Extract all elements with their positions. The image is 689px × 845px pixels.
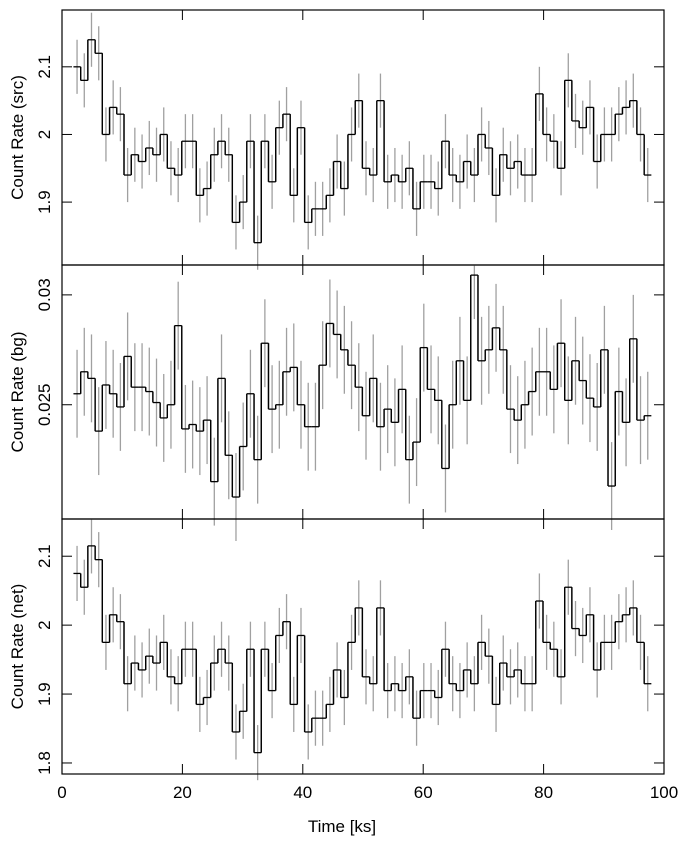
x-tick-label: 20 <box>173 783 192 802</box>
y-tick-label: 2 <box>35 130 54 139</box>
y-tick-label: 2.1 <box>35 55 54 79</box>
x-tick-label: 0 <box>57 783 66 802</box>
x-tick-label: 60 <box>414 783 433 802</box>
step-riser <box>81 546 652 753</box>
y-axis-label: Count Rate (net) <box>8 584 27 710</box>
y-tick-label: 0.03 <box>35 278 54 311</box>
y-tick-label: 1.9 <box>35 190 54 214</box>
x-tick-label: 40 <box>293 783 312 802</box>
y-axis-label: Count Rate (src) <box>8 75 27 200</box>
plot-frame <box>61 518 665 775</box>
y-axis-label: Count Rate (bg) <box>8 332 27 453</box>
y-tick-label: 2 <box>35 620 54 629</box>
x-tick-label: 100 <box>650 783 678 802</box>
y-tick-label: 2.1 <box>35 544 54 568</box>
y-tick-label: 0.025 <box>35 383 54 426</box>
y-tick-label: 1.8 <box>35 751 54 775</box>
x-axis-label: Time [ks] <box>308 817 376 836</box>
x-tick-label: 80 <box>534 783 553 802</box>
y-tick-label: 1.9 <box>35 682 54 706</box>
